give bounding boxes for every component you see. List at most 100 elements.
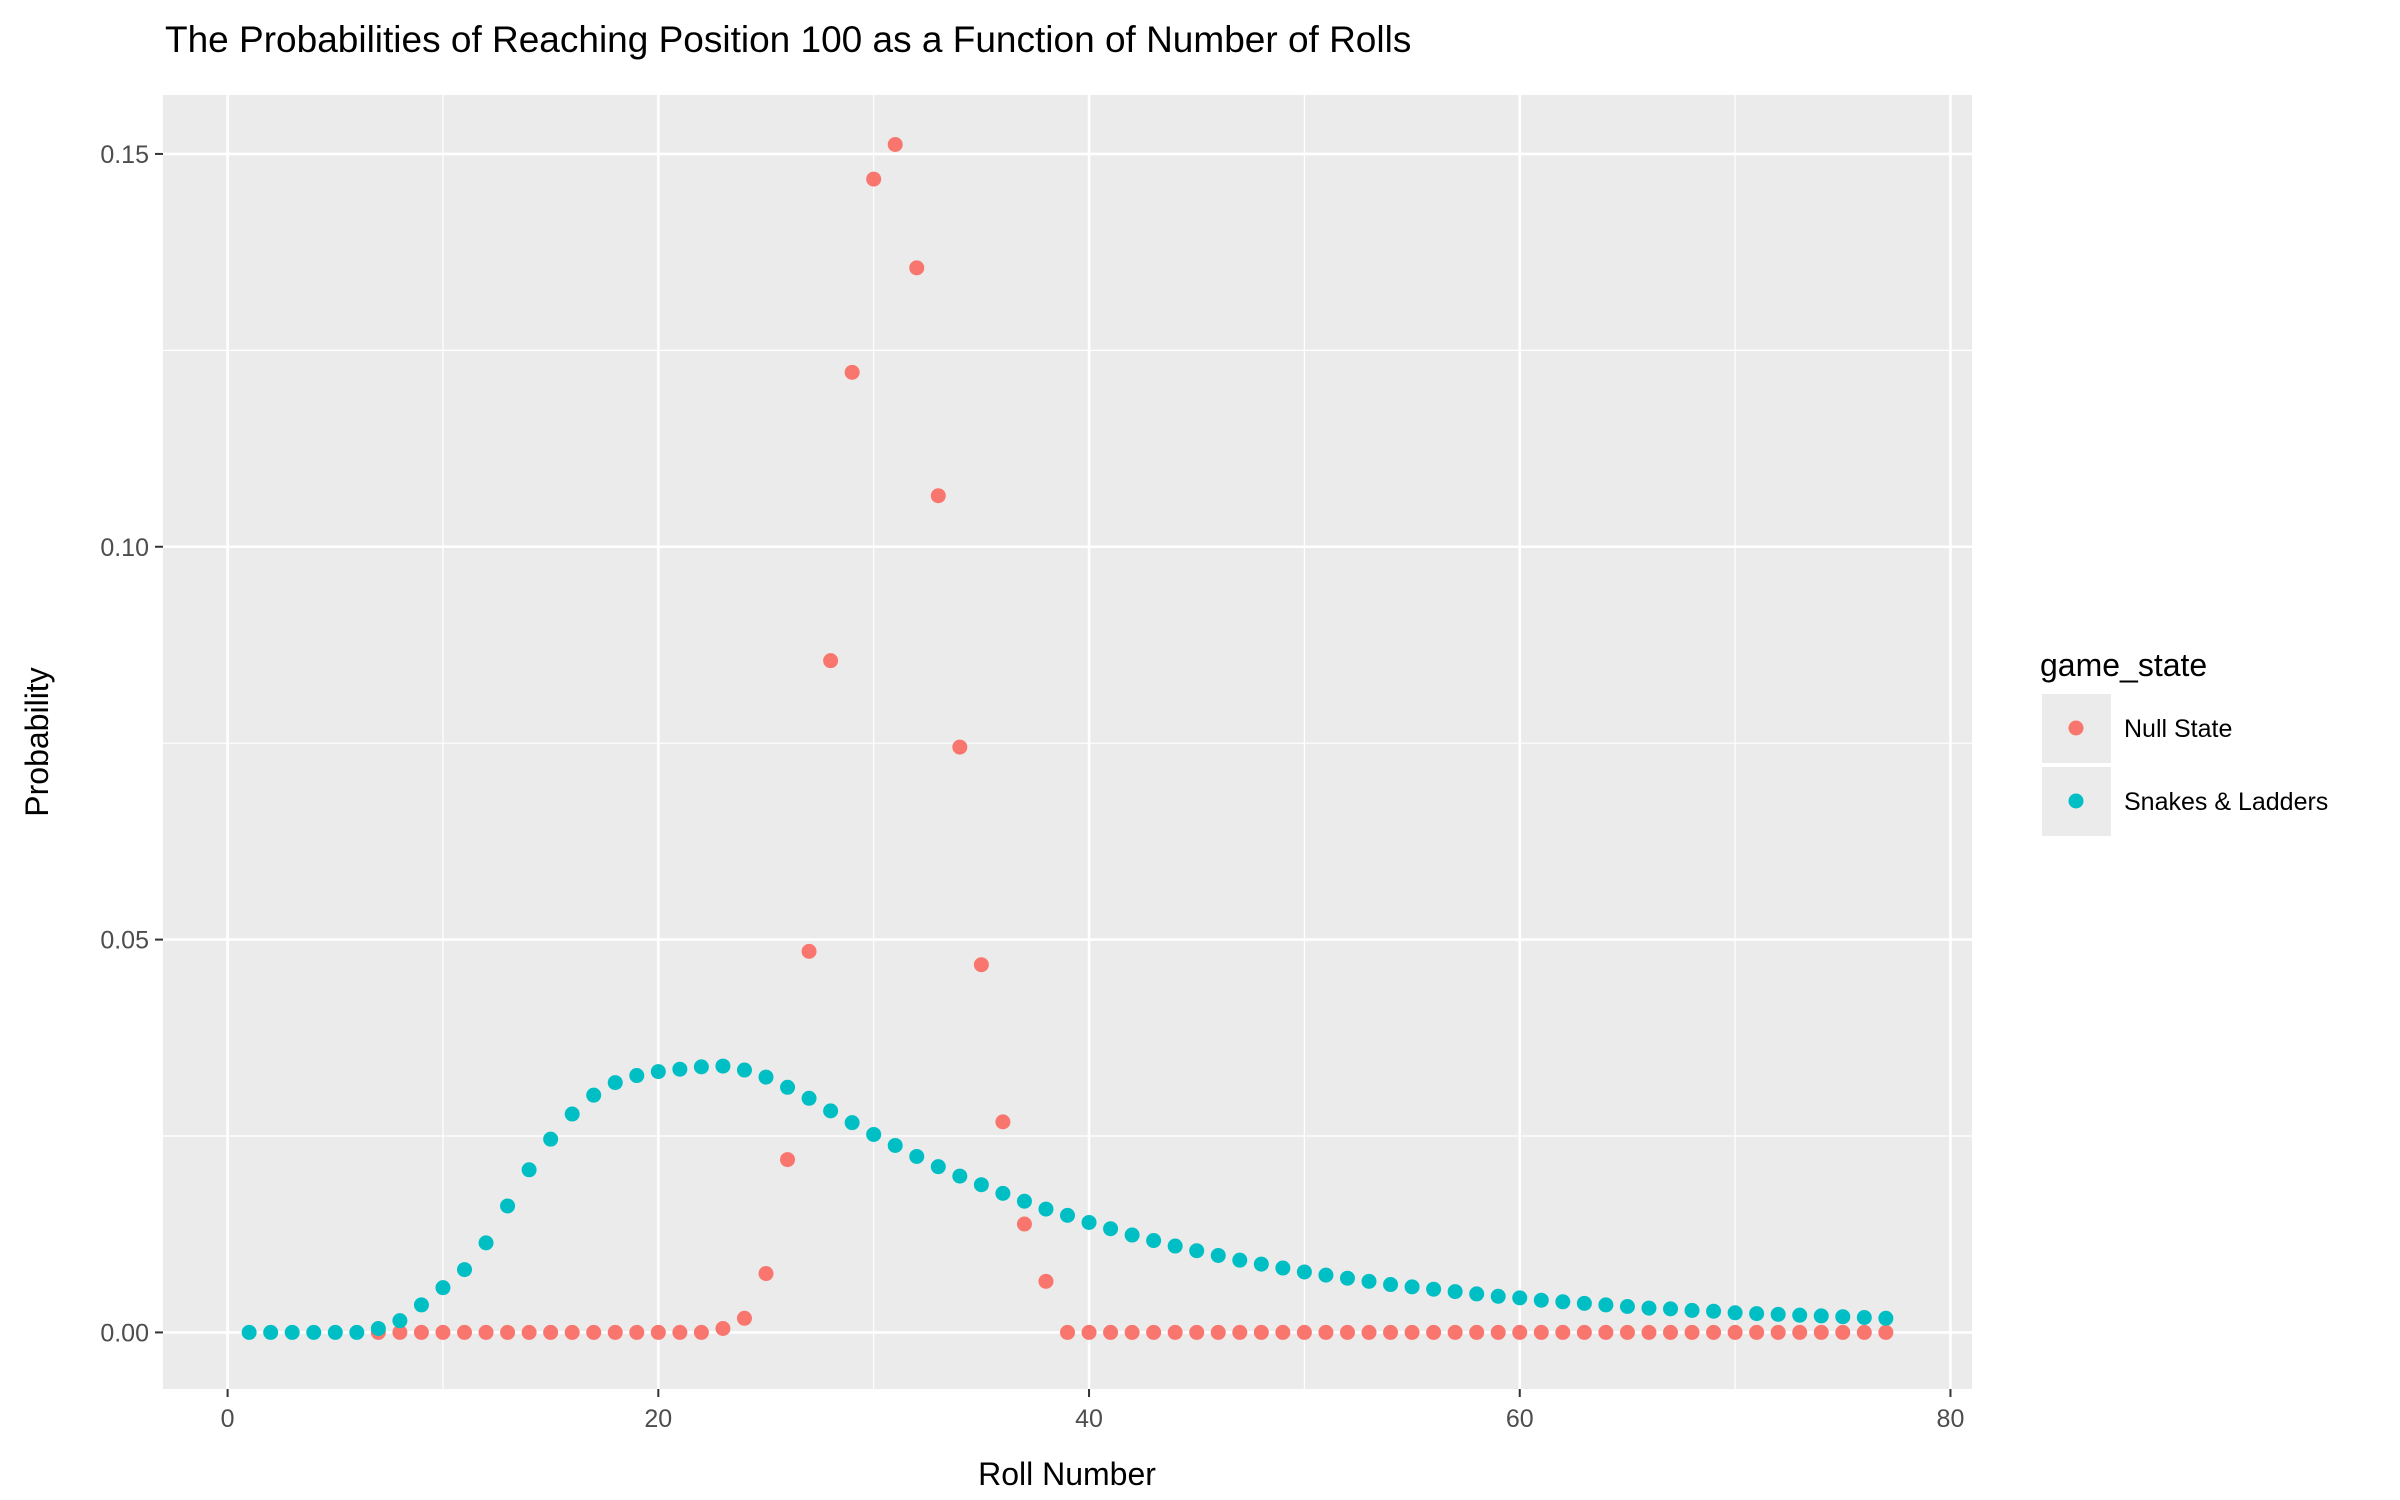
data-point bbox=[1232, 1324, 1248, 1340]
data-point bbox=[1060, 1324, 1075, 1340]
data-point bbox=[1038, 1201, 1054, 1217]
data-point bbox=[693, 1324, 709, 1340]
data-point bbox=[1253, 1256, 1269, 1272]
data-point bbox=[1361, 1324, 1377, 1340]
axis-ticks bbox=[155, 152, 1952, 1397]
data-point bbox=[1835, 1324, 1851, 1340]
data-point bbox=[478, 1324, 494, 1340]
data-point bbox=[1253, 1324, 1269, 1340]
y-tick-label: 0.05 bbox=[100, 927, 149, 955]
data-point bbox=[241, 1324, 257, 1340]
data-point bbox=[521, 1324, 537, 1340]
data-point bbox=[1555, 1324, 1571, 1340]
data-point bbox=[607, 1324, 623, 1340]
data-point bbox=[1533, 1292, 1549, 1308]
data-point bbox=[801, 943, 817, 959]
data-point bbox=[1318, 1324, 1334, 1340]
data-point bbox=[1727, 1305, 1743, 1321]
data-point bbox=[1124, 1227, 1140, 1243]
data-point bbox=[564, 1324, 580, 1340]
data-point bbox=[1684, 1302, 1700, 1318]
data-point bbox=[543, 1131, 559, 1147]
data-point bbox=[1038, 1273, 1054, 1289]
data-point bbox=[1512, 1290, 1528, 1306]
data-point bbox=[1770, 1324, 1786, 1340]
data-point bbox=[500, 1198, 516, 1214]
grid-minor bbox=[163, 95, 1972, 1389]
data-point bbox=[1598, 1297, 1614, 1313]
data-point bbox=[1210, 1247, 1226, 1263]
data-point bbox=[392, 1324, 408, 1340]
x-tick-label: 80 bbox=[1937, 1405, 1965, 1433]
x-tick-label: 0 bbox=[221, 1405, 235, 1433]
data-point bbox=[973, 957, 989, 973]
data-point bbox=[930, 1159, 946, 1175]
data-point bbox=[1641, 1324, 1657, 1340]
data-point bbox=[1619, 1324, 1635, 1340]
data-point bbox=[306, 1324, 322, 1340]
x-tick-label: 40 bbox=[1075, 1405, 1103, 1433]
data-point bbox=[1813, 1308, 1829, 1324]
data-point bbox=[1426, 1324, 1442, 1340]
data-point bbox=[1663, 1324, 1678, 1340]
data-point bbox=[629, 1324, 645, 1340]
data-point bbox=[1189, 1324, 1205, 1340]
data-point bbox=[629, 1068, 645, 1084]
data-point bbox=[715, 1321, 731, 1336]
data-point bbox=[758, 1069, 774, 1085]
data-point bbox=[1103, 1221, 1119, 1237]
data-point bbox=[844, 1115, 860, 1131]
data-point bbox=[1081, 1324, 1097, 1340]
data-point bbox=[1576, 1324, 1592, 1340]
data-point bbox=[586, 1324, 602, 1340]
data-point bbox=[1103, 1324, 1119, 1340]
data-point bbox=[586, 1087, 602, 1103]
data-point bbox=[1663, 1301, 1678, 1317]
data-point bbox=[349, 1324, 365, 1340]
data-point bbox=[543, 1324, 559, 1340]
data-point bbox=[1512, 1324, 1528, 1340]
data-point bbox=[1275, 1260, 1291, 1276]
data-point bbox=[1426, 1281, 1442, 1297]
data-point bbox=[1296, 1264, 1312, 1280]
data-point bbox=[1447, 1284, 1463, 1300]
data-point bbox=[1813, 1324, 1829, 1340]
chart-title: The Probabilities of Reaching Position 1… bbox=[165, 19, 1411, 60]
data-point bbox=[284, 1324, 300, 1340]
data-point bbox=[1383, 1277, 1399, 1293]
data-point bbox=[1878, 1324, 1894, 1340]
data-point bbox=[521, 1162, 537, 1178]
tick-labels: 0 20 40 60 80 0.00 0.05 0.10 0.15 bbox=[100, 141, 1964, 1433]
legend-key-null-state bbox=[2068, 720, 2084, 736]
data-point bbox=[1469, 1324, 1485, 1340]
data-point bbox=[564, 1106, 580, 1122]
data-point bbox=[672, 1061, 688, 1077]
data-point bbox=[478, 1235, 494, 1251]
data-point bbox=[1792, 1324, 1808, 1340]
data-point bbox=[887, 137, 903, 152]
data-point bbox=[1167, 1238, 1183, 1254]
data-point bbox=[1081, 1214, 1097, 1230]
data-point bbox=[1124, 1324, 1140, 1340]
data-point bbox=[952, 739, 968, 755]
data-point bbox=[1706, 1324, 1722, 1340]
data-point bbox=[736, 1062, 752, 1078]
data-point bbox=[1339, 1324, 1355, 1340]
data-point bbox=[1856, 1310, 1872, 1325]
data-point bbox=[1555, 1294, 1571, 1310]
y-tick-label: 0.00 bbox=[100, 1319, 149, 1347]
x-tick-label: 60 bbox=[1506, 1405, 1534, 1433]
data-point bbox=[413, 1324, 429, 1340]
data-point bbox=[1533, 1324, 1549, 1340]
data-point bbox=[1296, 1324, 1312, 1340]
data-point bbox=[780, 1152, 796, 1168]
data-point bbox=[887, 1137, 903, 1153]
legend-label-null-state: Null State bbox=[2124, 715, 2232, 743]
data-point bbox=[650, 1064, 666, 1080]
series-snakes-ladders bbox=[241, 1058, 1894, 1340]
x-axis-label: Roll Number bbox=[978, 1456, 1156, 1492]
data-point bbox=[607, 1075, 623, 1091]
data-point bbox=[435, 1324, 451, 1340]
data-point bbox=[823, 1103, 839, 1119]
